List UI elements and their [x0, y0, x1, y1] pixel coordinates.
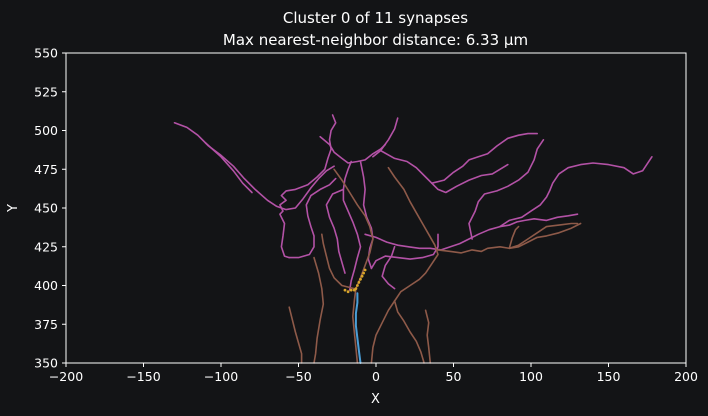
y-tick-label: 400 [34, 278, 58, 293]
plot-lines [173, 114, 653, 364]
neuron-branch-brown [321, 233, 356, 290]
x-tick-label: −150 [126, 369, 160, 384]
y-tick-label: 525 [34, 84, 58, 99]
x-axis-label: X [371, 392, 380, 407]
synapse-point [360, 274, 364, 278]
x-tick-label: 150 [597, 369, 621, 384]
neuron-branch-magenta [342, 160, 362, 291]
synapse-point [356, 284, 359, 287]
synapse-point [359, 277, 362, 281]
y-axis-label: Y [6, 204, 21, 213]
x-tick-label: −100 [204, 369, 238, 384]
y-tick-label: 500 [34, 123, 58, 138]
neuron-branch-magenta [499, 156, 653, 228]
y-tick-label: 350 [34, 356, 58, 371]
neuron-branch-magenta [381, 246, 396, 290]
synapse-point [357, 281, 361, 284]
synapse-point [354, 287, 358, 290]
x-tick-label: 0 [372, 369, 380, 384]
synapse-point [346, 290, 350, 294]
chart-title: Cluster 0 of 11 synapses [283, 9, 468, 27]
neuron-branch-magenta [372, 117, 399, 158]
neuron-branch-brown [393, 300, 425, 364]
neuron-branch-magenta [319, 135, 387, 164]
neuron-branch-brown [333, 168, 374, 364]
y-tick-label: 550 [34, 46, 58, 61]
neuron-branch-brown [424, 309, 432, 364]
neuron-branch-brown [508, 225, 520, 250]
y-tick-label: 425 [34, 239, 58, 254]
y-tick-label: 475 [34, 162, 58, 177]
synapse-point [343, 288, 347, 292]
neuron-branch-brown [313, 256, 325, 364]
y-tick-label: 450 [34, 201, 58, 216]
x-tick-label: 100 [519, 369, 543, 384]
neuron-branch-magenta [379, 149, 509, 194]
axes: −200 −150 −100 −50 0 50 100 150 200 350 375 400 425 4… [34, 46, 698, 385]
neuron-branch-magenta [364, 213, 579, 251]
x-tick-label: −50 [285, 369, 311, 384]
synapse-point [362, 271, 365, 275]
synapse-point [363, 268, 367, 272]
chart-subtitle: Max nearest-neighbor distance: 6.33 µm [223, 31, 528, 49]
neuron-branch-brown [370, 300, 396, 364]
neuron-branch-magenta [431, 132, 538, 184]
synapse-point [349, 288, 353, 292]
neuron-branch-magenta [204, 142, 253, 194]
neuron-branch-brown [387, 166, 439, 302]
neuron-branch-magenta [288, 177, 337, 259]
neuron-branch-brown [288, 306, 303, 364]
y-tick-label: 375 [34, 317, 58, 332]
neuron-branch-magenta [325, 188, 346, 274]
neuron-branch-magenta [468, 139, 545, 240]
x-tick-label: 50 [446, 369, 462, 384]
x-tick-label: −200 [49, 369, 83, 384]
neuron-branch-brown [508, 222, 579, 250]
neuron-branch-magenta [279, 114, 337, 259]
synapse-markers [343, 268, 367, 294]
x-tick-label: 200 [674, 369, 698, 384]
neuron-branch-blue [354, 292, 362, 364]
